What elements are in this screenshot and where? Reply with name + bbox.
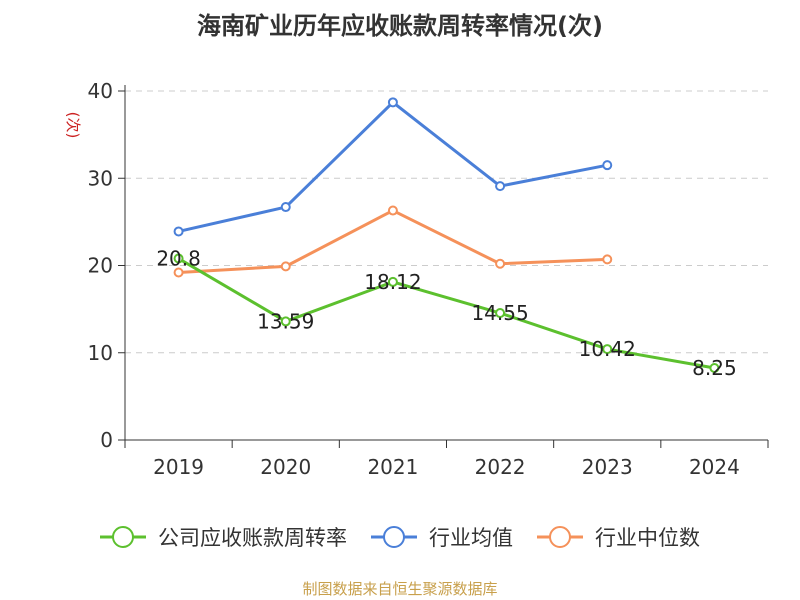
data-point-1 (173, 226, 184, 237)
legend-marker (549, 526, 571, 548)
y-tick-label: 40 (88, 79, 113, 103)
x-tick-label: 2023 (582, 455, 633, 479)
data-point-0 (495, 308, 506, 319)
series-line-0 (177, 257, 715, 370)
chart-title: 海南矿业历年应收账款周转率情况(次) (197, 12, 603, 40)
data-point-2 (280, 261, 291, 272)
data-label: 13.59 (257, 309, 314, 333)
legend: 公司应收账款周转率 行业均值 行业中位数 (100, 526, 700, 550)
data-label: 10.42 (579, 337, 636, 361)
y-tick-label: 30 (88, 166, 113, 190)
data-point-2 (387, 205, 398, 216)
grid-lines (125, 90, 768, 354)
data-point-0 (387, 276, 398, 287)
legend-item-0: 公司应收账款周转率 (100, 526, 347, 550)
data-point-2 (602, 254, 613, 265)
x-tick-label: 2024 (689, 455, 740, 479)
data-label: 18.12 (364, 270, 421, 294)
data-point-0 (173, 253, 184, 264)
y-axis-label: (次) (64, 112, 82, 139)
legend-label: 行业均值 (429, 526, 513, 550)
data-point-0 (602, 344, 613, 355)
x-tick-label: 2021 (367, 455, 418, 479)
x-tick-label: 2022 (475, 455, 526, 479)
source-note: 制图数据来自恒生聚源数据库 (302, 580, 498, 598)
legend-marker (112, 526, 134, 548)
x-tick-label: 2019 (153, 455, 204, 479)
y-tick-label: 0 (100, 428, 113, 452)
data-point-1 (387, 97, 398, 108)
data-label: 8.25 (692, 356, 737, 380)
legend-item-1: 行业均值 (371, 526, 513, 550)
data-point-1 (280, 202, 291, 213)
axes: 0 10 20 30 40 2019 2020 2021 2022 2023 2024 (次) (64, 79, 769, 479)
data-point-1 (495, 181, 506, 192)
y-tick-label: 20 (88, 254, 113, 278)
data-label: 14.55 (471, 301, 528, 325)
y-tick-label: 10 (88, 341, 113, 365)
data-point-1 (602, 160, 613, 171)
data-point-2 (173, 267, 184, 278)
series-line-2 (178, 209, 608, 274)
legend-label: 公司应收账款周转率 (158, 526, 347, 550)
data-label: 20.8 (156, 247, 201, 271)
legend-label: 行业中位数 (595, 526, 700, 550)
legend-item-2: 行业中位数 (537, 526, 700, 550)
x-tick-label: 2020 (260, 455, 311, 479)
data-point-2 (495, 258, 506, 269)
data-labels: 20.8 13.59 18.12 14.55 10.42 8.25 (156, 247, 736, 380)
legend-marker (383, 526, 405, 548)
data-point-0 (280, 316, 291, 327)
series-lines (173, 97, 720, 374)
data-point-0 (709, 363, 720, 374)
